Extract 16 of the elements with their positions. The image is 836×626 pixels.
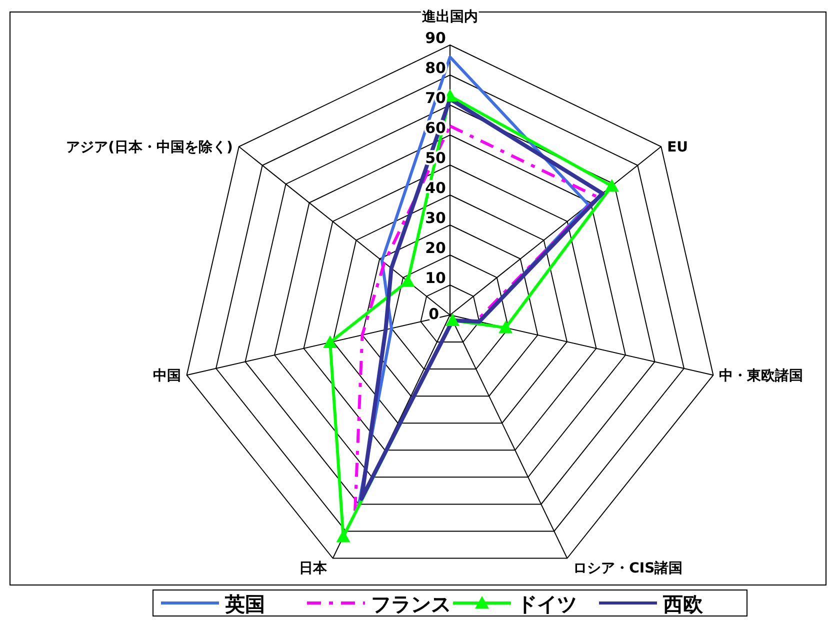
spoke-label: 日本 <box>298 560 328 576</box>
y-tick-label: 0 <box>428 305 439 323</box>
spoke-label: ロシア・CIS諸国 <box>573 559 683 576</box>
y-tick-label: 80 <box>425 59 446 77</box>
spoke-label: EU <box>667 140 688 156</box>
spoke-label: 中・東欧諸国 <box>719 367 804 384</box>
y-tick-label: 90 <box>425 29 446 47</box>
y-tick-label: 20 <box>425 239 446 257</box>
y-tick-label: 10 <box>425 269 446 287</box>
legend-label: ドイツ <box>517 592 577 616</box>
spoke-label: アジア(日本・中国を除く) <box>66 140 233 156</box>
legend-label: 西欧 <box>662 592 704 616</box>
legend-label: 英国 <box>224 592 265 616</box>
legend-label: フランス <box>371 592 451 616</box>
spoke-label: 中国 <box>152 368 181 384</box>
y-tick-label: 30 <box>425 209 446 227</box>
